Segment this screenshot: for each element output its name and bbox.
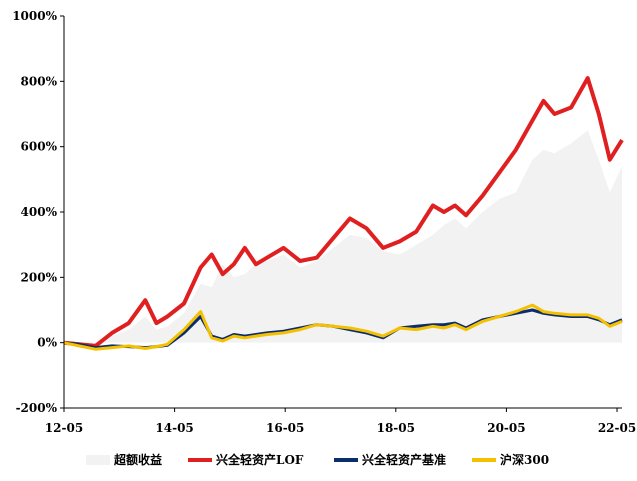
y-tick-label: -200% xyxy=(16,401,58,415)
legend-item: 沪深300 xyxy=(472,452,549,467)
y-tick-label: 800% xyxy=(21,74,58,88)
x-tick-label: 14-05 xyxy=(155,421,193,435)
y-tick-label: 600% xyxy=(21,140,58,154)
legend-item: 兴全轻资产基准 xyxy=(334,452,446,467)
legend: 超额收益 兴全轻资产LOF 兴全轻资产基准 沪深300 xyxy=(86,452,549,467)
legend-item: 超额收益 xyxy=(86,452,162,467)
x-tick-label: 20-05 xyxy=(487,421,525,435)
x-tick-labels: 12-05 14-05 16-05 18-05 20-05 22-05 xyxy=(45,408,636,435)
y-tick-label: 200% xyxy=(21,270,58,284)
area-layer xyxy=(64,130,622,350)
y-tick-label: 400% xyxy=(21,205,58,219)
legend-label: 沪深300 xyxy=(500,452,549,467)
legend-label: 兴全轻资产基准 xyxy=(362,452,446,467)
x-tick-label: 16-05 xyxy=(266,421,304,435)
legend-label: 兴全轻资产LOF xyxy=(216,452,304,467)
y-tick-label: 0% xyxy=(37,336,57,350)
y-tick-labels: 1000% 800% 600% 400% 200% 0% -200% xyxy=(12,9,64,415)
series-area-excess-return xyxy=(64,130,622,350)
lines-layer xyxy=(63,76,624,351)
y-tick-label: 1000% xyxy=(12,9,57,23)
x-tick-label: 12-05 xyxy=(45,421,83,435)
x-tick-label: 22-05 xyxy=(598,421,636,435)
series-line-1 xyxy=(63,76,624,348)
series-line-3 xyxy=(63,303,623,351)
legend-swatch xyxy=(86,455,110,465)
legend-label: 超额收益 xyxy=(113,452,162,467)
x-tick-label: 18-05 xyxy=(377,421,415,435)
legend-item: 兴全轻资产LOF xyxy=(188,452,304,467)
